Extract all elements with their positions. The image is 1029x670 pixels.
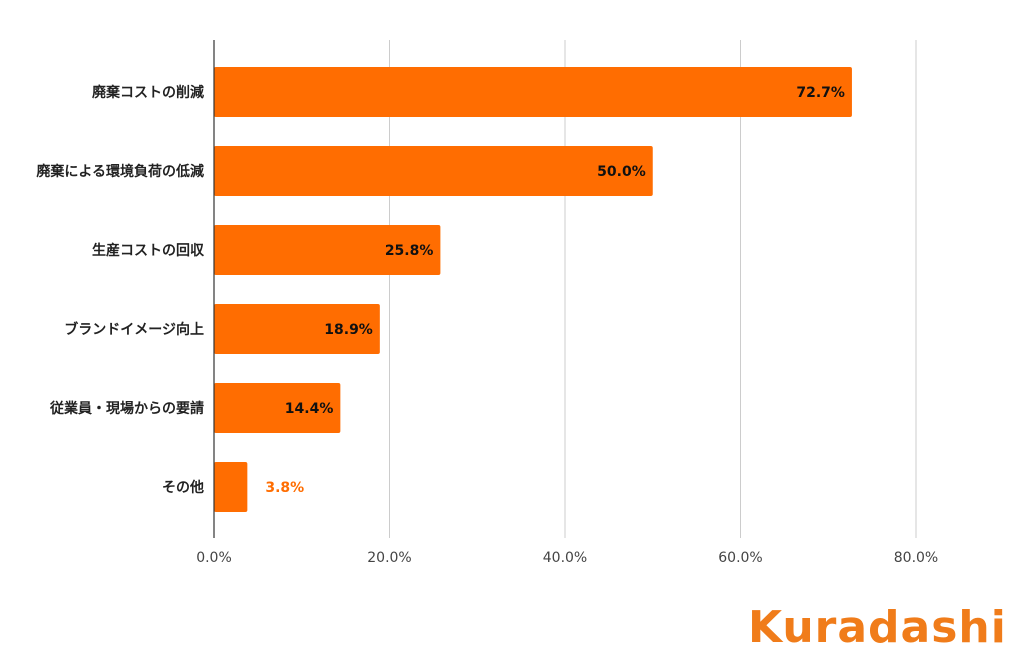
category-labels: 廃棄コストの削減廃棄による環境負荷の低減生産コストの回収ブランドイメージ向上従業… [36,84,205,496]
category-label: ブランドイメージ向上 [64,321,204,338]
x-tick-labels: 0.0% 20.0% 40.0% 60.0% 80.0% [196,550,938,566]
bar-chart: 廃棄コストの削減廃棄による環境負荷の低減生産コストの回収ブランドイメージ向上従業… [36,40,938,566]
data-label: 50.0% [597,164,646,180]
x-tick-label: 0.0% [196,550,232,566]
gridlines [389,40,917,538]
category-label: 廃棄コストの削減 [92,84,204,101]
category-label: 従業員・現場からの要請 [49,400,204,417]
data-label: 14.4% [285,401,334,417]
data-label: 18.9% [324,322,373,338]
bar [214,225,441,275]
bar [214,67,852,117]
x-tick-label: 60.0% [718,550,762,566]
x-tick-label: 20.0% [367,550,411,566]
data-label: 3.8% [265,480,304,496]
data-label: 25.8% [385,243,434,259]
bar [214,462,248,512]
kuradashi-logo: Kuradashi [748,602,1007,650]
x-tick-label: 40.0% [543,550,587,566]
logo-text: Kuradashi [748,602,1007,650]
category-label: その他 [162,479,204,496]
bar [214,146,653,196]
category-label: 生産コストの回収 [92,242,205,259]
bars [214,67,852,512]
x-tick-label: 80.0% [894,550,938,566]
data-label: 72.7% [796,85,845,101]
bar [214,383,341,433]
bar [214,304,380,354]
category-label: 廃棄による環境負荷の低減 [36,163,204,180]
data-labels: 72.7% 50.0% 25.8% 18.9% 14.4% 3.8% [265,85,845,496]
